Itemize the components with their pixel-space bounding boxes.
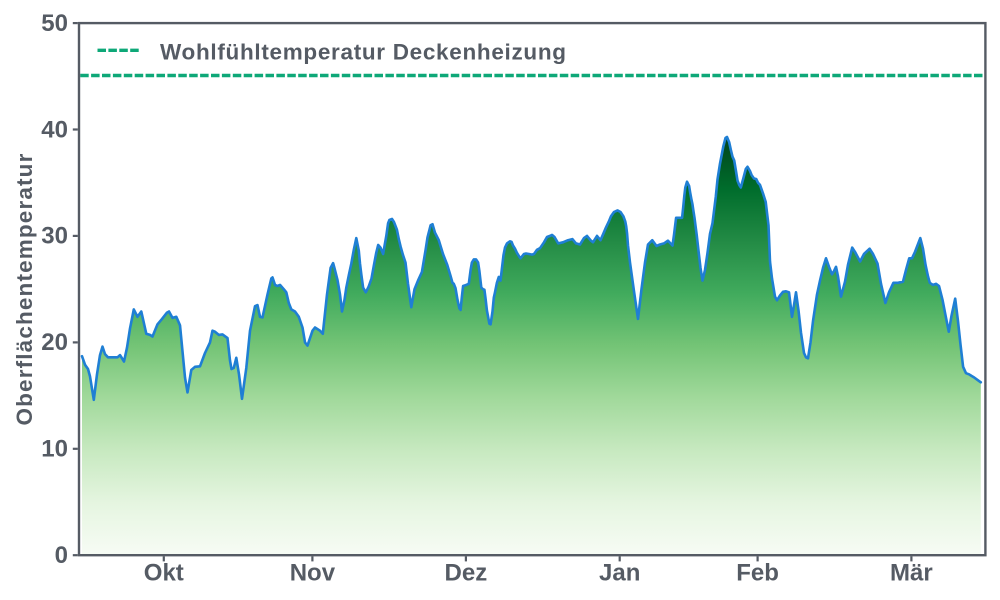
svg-text:Okt: Okt: [144, 560, 184, 587]
svg-text:10: 10: [41, 436, 68, 463]
svg-text:Oberflächentemperatur: Oberflächentemperatur: [12, 153, 37, 426]
svg-text:Feb: Feb: [736, 560, 779, 587]
svg-text:Mär: Mär: [890, 560, 933, 587]
svg-text:0: 0: [55, 542, 68, 569]
svg-text:Jan: Jan: [599, 560, 640, 587]
svg-text:Nov: Nov: [290, 560, 336, 587]
svg-text:30: 30: [41, 223, 68, 250]
svg-text:50: 50: [41, 10, 68, 37]
svg-text:Wohlfühltemperatur Deckenheizu: Wohlfühltemperatur Deckenheizung: [160, 39, 567, 64]
svg-text:20: 20: [41, 329, 68, 356]
svg-text:Dez: Dez: [445, 560, 488, 587]
svg-text:40: 40: [41, 116, 68, 143]
